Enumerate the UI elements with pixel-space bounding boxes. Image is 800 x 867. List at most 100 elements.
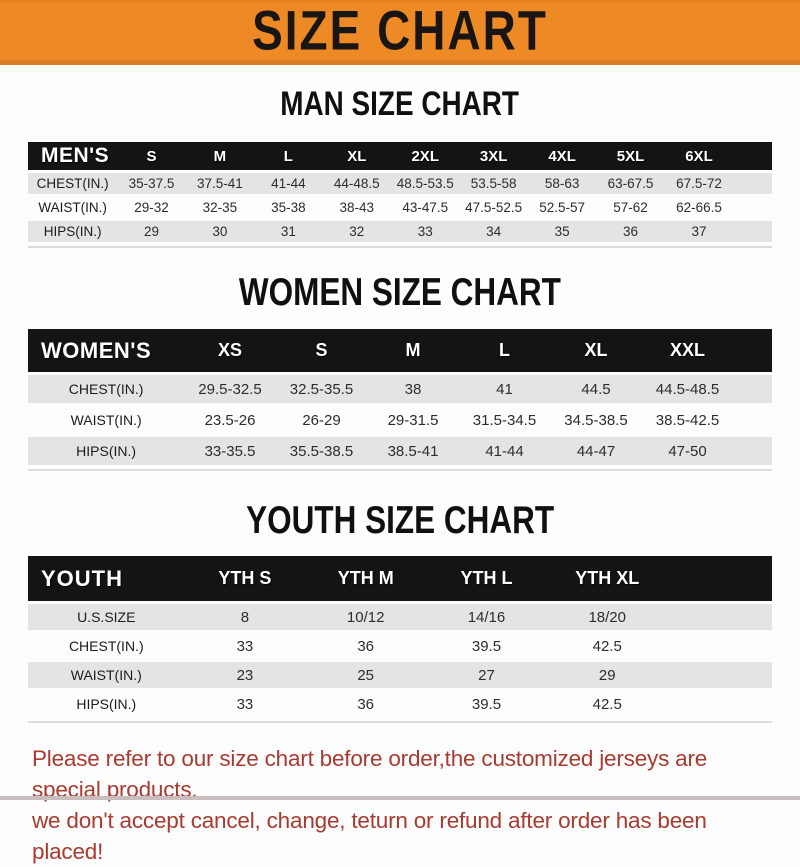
filler-cell xyxy=(733,375,772,403)
value-cell: 41-44 xyxy=(458,437,551,465)
man-section-heading: MAN SIZE CHART xyxy=(0,84,800,123)
filler-cell xyxy=(733,142,772,170)
value-cell: 48.5-53.5 xyxy=(391,173,460,194)
column-header-cell: M xyxy=(367,329,459,372)
value-cell: 44.5 xyxy=(550,375,642,403)
value-cell: 42.5 xyxy=(546,633,668,659)
women-size-table: WOMEN'S XS S M L XL XXL CHEST(IN.) 29.5-32.5 32.5… xyxy=(28,326,772,471)
row-label-cell: CHEST(IN.) xyxy=(28,375,185,403)
value-cell: 35-37.5 xyxy=(117,173,186,194)
table-row: HIPS(IN.) 33 36 39.5 42.5 xyxy=(28,691,772,717)
value-cell: 38.5-41 xyxy=(367,437,459,465)
column-header-cell: XL xyxy=(322,142,392,170)
value-cell: 37.5-41 xyxy=(185,173,255,194)
value-cell: 47-50 xyxy=(641,437,734,465)
table-title-cell: MEN'S xyxy=(28,142,118,170)
value-cell: 8 xyxy=(184,604,306,630)
value-cell: 53.5-58 xyxy=(459,173,528,194)
men-size-table: MEN'S S M L XL 2XL 3XL 4XL 5XL 6XL CHEST(IN.) 35-37… xyxy=(28,139,772,248)
value-cell: 47.5-52.5 xyxy=(459,197,528,218)
filler-cell xyxy=(733,329,772,372)
bottom-edge-strip xyxy=(0,796,800,800)
value-cell: 38.5-42.5 xyxy=(641,406,734,434)
row-label-cell: HIPS(IN.) xyxy=(28,691,185,717)
filler-cell xyxy=(733,197,772,218)
column-header-cell: YTH M xyxy=(305,556,427,601)
value-cell: 43-47.5 xyxy=(391,197,460,218)
value-cell: 39.5 xyxy=(426,691,547,717)
value-cell: 32 xyxy=(322,221,392,242)
row-label-cell: CHEST(IN.) xyxy=(28,633,185,659)
table-row: CHEST(IN.) 29.5-32.5 32.5-35.5 38 41 44.5 44.5… xyxy=(28,375,772,403)
value-cell: 44.5-48.5 xyxy=(641,375,734,403)
value-cell: 39.5 xyxy=(426,633,547,659)
table-row: WAIST(IN.) 23.5-26 26-29 29-31.5 31.5-34.5 34… xyxy=(28,406,772,434)
size-table-grid: MEN'S S M L XL 2XL 3XL 4XL 5XL 6XL CHEST(IN.) 35-37… xyxy=(28,139,772,245)
value-cell: 41 xyxy=(458,375,551,403)
value-cell: 52.5-57 xyxy=(527,197,597,218)
size-table-grid: YOUTH YTH S YTH M YTH L YTH XL U.S.SIZE 8 10/12… xyxy=(28,553,772,720)
size-chart-banner: SIZE CHART xyxy=(0,0,800,65)
filler-cell xyxy=(667,691,772,717)
row-label-cell: U.S.SIZE xyxy=(28,604,185,630)
value-cell: 35 xyxy=(527,221,597,242)
value-cell: 41-44 xyxy=(254,173,323,194)
youth-section-heading: YOUTH SIZE CHART xyxy=(0,499,800,542)
value-cell: 29-32 xyxy=(117,197,186,218)
table-header-row: YOUTH YTH S YTH M YTH L YTH XL xyxy=(28,556,772,601)
value-cell: 35-38 xyxy=(254,197,323,218)
table-row: U.S.SIZE 8 10/12 14/16 18/20 xyxy=(28,604,772,630)
table-row: WAIST(IN.) 29-32 32-35 35-38 38-43 43-47.5 47.… xyxy=(28,197,772,218)
value-cell: 23 xyxy=(184,662,306,688)
value-cell: 36 xyxy=(596,221,665,242)
value-cell: 42.5 xyxy=(546,691,668,717)
disclaimer-line-2: we don't accept cancel, change, teturn o… xyxy=(32,808,707,864)
disclaimer-line-1: Please refer to our size chart before or… xyxy=(32,746,708,802)
filler-cell xyxy=(733,173,772,194)
value-cell: 44-47 xyxy=(550,437,642,465)
table-title-cell: YOUTH xyxy=(28,556,185,601)
table-row: CHEST(IN.) 35-37.5 37.5-41 41-44 44-48.5 48.5… xyxy=(28,173,772,194)
row-label-cell: HIPS(IN.) xyxy=(28,221,118,242)
column-header-cell: XL xyxy=(550,329,642,372)
value-cell: 18/20 xyxy=(546,604,668,630)
women-section-heading-text: WOMEN SIZE CHART xyxy=(238,271,561,314)
row-label-cell: WAIST(IN.) xyxy=(28,197,118,218)
column-header-cell: YTH XL xyxy=(546,556,668,601)
youth-size-table: YOUTH YTH S YTH M YTH L YTH XL U.S.SIZE 8 10/12… xyxy=(28,553,772,723)
column-header-cell: 3XL xyxy=(459,142,528,170)
value-cell: 38 xyxy=(367,375,459,403)
value-cell: 33 xyxy=(184,633,306,659)
filler-cell xyxy=(733,437,772,465)
value-cell: 58-63 xyxy=(527,173,597,194)
value-cell: 35.5-38.5 xyxy=(275,437,368,465)
filler-cell xyxy=(667,633,772,659)
value-cell: 31 xyxy=(254,221,323,242)
row-label-cell: WAIST(IN.) xyxy=(28,662,185,688)
women-section-heading: WOMEN SIZE CHART xyxy=(0,271,800,314)
value-cell: 32.5-35.5 xyxy=(275,375,368,403)
value-cell: 62-66.5 xyxy=(664,197,734,218)
column-header-cell: S xyxy=(117,142,186,170)
row-label-cell: HIPS(IN.) xyxy=(28,437,185,465)
value-cell: 67.5-72 xyxy=(664,173,734,194)
column-header-cell: M xyxy=(185,142,255,170)
table-row: CHEST(IN.) 33 36 39.5 42.5 xyxy=(28,633,772,659)
filler-cell xyxy=(667,604,772,630)
column-header-cell: 4XL xyxy=(527,142,597,170)
value-cell: 44-48.5 xyxy=(322,173,392,194)
value-cell: 10/12 xyxy=(305,604,427,630)
value-cell: 29 xyxy=(546,662,668,688)
value-cell: 36 xyxy=(305,691,427,717)
value-cell: 57-62 xyxy=(596,197,665,218)
value-cell: 30 xyxy=(185,221,255,242)
value-cell: 26-29 xyxy=(275,406,368,434)
column-header-cell: YTH S xyxy=(184,556,306,601)
column-header-cell: XS xyxy=(184,329,276,372)
table-header-row: WOMEN'S XS S M L XL XXL xyxy=(28,329,772,372)
column-header-cell: 2XL xyxy=(391,142,460,170)
column-header-cell: L xyxy=(254,142,323,170)
value-cell: 32-35 xyxy=(185,197,255,218)
value-cell: 34.5-38.5 xyxy=(550,406,642,434)
row-label-cell: WAIST(IN.) xyxy=(28,406,185,434)
